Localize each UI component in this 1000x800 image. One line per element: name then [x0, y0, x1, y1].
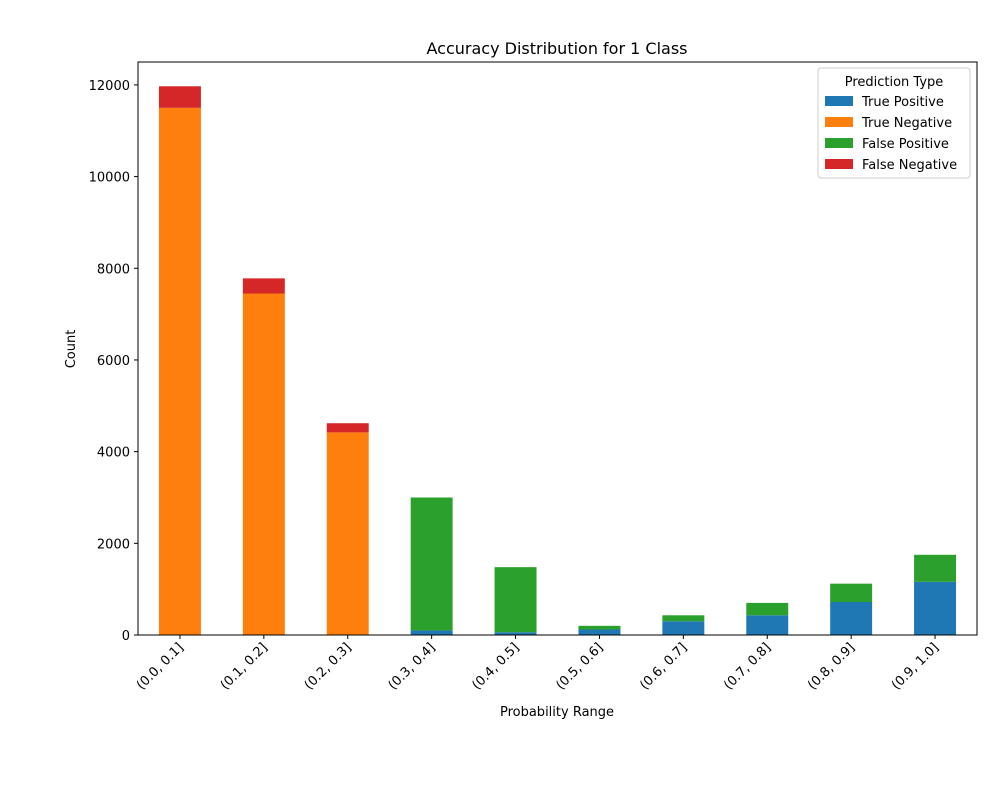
legend-swatch-false-positive — [825, 138, 853, 148]
bar-segment-false-positive — [746, 602, 789, 616]
y-tick-label: 10000 — [89, 171, 130, 186]
legend-title: Prediction Type — [845, 75, 944, 90]
plot-area — [158, 86, 957, 636]
bar-segment-true-positive — [410, 630, 453, 635]
x-tick-label: (0.5, 0.6] — [553, 640, 606, 693]
x-axis: (0.0, 0.1] (0.1, 0.2] (0.2, 0.3] (0.3, 0.4]… — [134, 635, 942, 693]
y-tick-label: 8000 — [97, 262, 130, 277]
x-axis-label: Probability Range — [500, 705, 614, 720]
legend-swatch-true-positive — [825, 96, 853, 106]
bar-segment-false-positive — [494, 567, 537, 633]
x-tick-label: (0.1, 0.2] — [218, 640, 271, 693]
bar-segment-false-positive — [410, 497, 453, 631]
legend-items: True Positive True Negative False Positive… — [825, 95, 957, 173]
x-tick-label: (0.7, 0.8] — [721, 640, 774, 693]
bar-segment-true-negative — [242, 293, 285, 635]
bar-segment-true-negative — [326, 432, 369, 635]
bar-segment-true-positive — [662, 621, 705, 635]
y-axis-label: Count — [64, 330, 79, 369]
x-tick-label: (0.2, 0.3] — [302, 640, 355, 693]
bar-segment-false-positive — [914, 554, 957, 582]
chart-title: Accuracy Distribution for 1 Class — [426, 39, 687, 58]
legend-box — [817, 67, 971, 179]
legend-label: True Positive — [861, 95, 944, 110]
y-tick-label: 0 — [122, 629, 130, 644]
legend-label: False Negative — [862, 158, 957, 173]
legend-swatch-true-negative — [825, 117, 853, 127]
y-tick-label: 2000 — [97, 537, 130, 552]
bar-segment-true-positive — [746, 615, 789, 635]
bar-segment-true-positive — [578, 629, 621, 635]
x-tick-label: (0.0, 0.1] — [134, 640, 187, 693]
bar-segment-true-positive — [830, 601, 873, 635]
bar-segment-true-negative — [158, 107, 201, 636]
y-tick-label: 4000 — [97, 446, 130, 461]
bar-segment-false-positive — [662, 615, 705, 622]
y-tick-label: 6000 — [97, 354, 130, 369]
legend-label: True Negative — [861, 116, 952, 131]
x-tick-label: (0.9, 1.0] — [889, 640, 942, 693]
y-axis: 0 2000 4000 6000 8000 10000 12000 — [89, 79, 138, 644]
bar-segment-false-negative — [326, 423, 369, 433]
y-tick-label: 12000 — [89, 79, 130, 94]
x-tick-label: (0.6, 0.7] — [637, 640, 690, 693]
bar-segment-false-negative — [158, 86, 201, 108]
bar-segment-false-positive — [578, 625, 621, 630]
legend: Prediction Type True Positive True Negati… — [817, 67, 971, 179]
bar-segment-true-positive — [494, 632, 537, 635]
x-tick-label: (0.3, 0.4] — [386, 640, 439, 693]
legend-label: False Positive — [862, 137, 949, 152]
legend-swatch-false-negative — [825, 159, 853, 169]
x-tick-label: (0.8, 0.9] — [805, 640, 858, 693]
plot-frame — [137, 61, 978, 636]
bar-segment-false-negative — [242, 278, 285, 294]
bar-segment-true-positive — [914, 581, 957, 635]
x-tick-label: (0.4, 0.5] — [470, 640, 523, 693]
bar-segment-false-positive — [830, 583, 873, 602]
